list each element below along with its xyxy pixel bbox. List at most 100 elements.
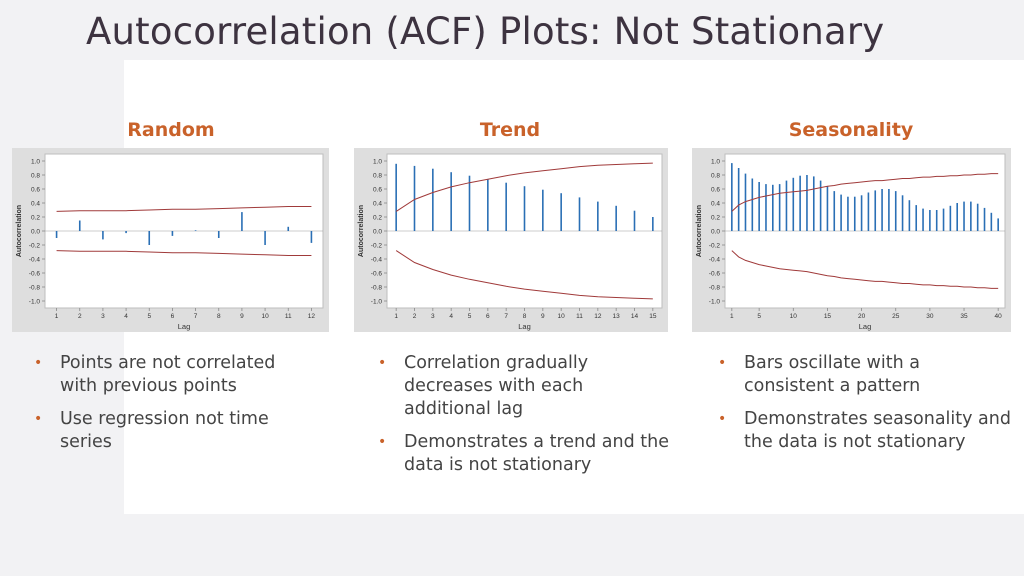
lower-significance-limit <box>395 250 653 300</box>
y-tick-label: 0.4 <box>711 201 720 208</box>
y-axis-label: Autocorrelation <box>358 205 365 257</box>
bullet-item: • Points are not correlated with previous… <box>28 352 318 398</box>
bullet-text: Correlation gradually decreases with eac… <box>404 353 589 419</box>
bullet-item: • Bars oscillate with a consistent a patt… <box>712 352 1012 398</box>
x-tick-label: 5 <box>468 313 472 320</box>
slide-title: Autocorrelation (ACF) Plots: Not Station… <box>86 10 885 53</box>
x-tick-label: 12 <box>594 313 602 320</box>
bullet-dot-icon: • <box>34 355 43 371</box>
bullets-seasonality: • Bars oscillate with a consistent a patt… <box>712 352 1012 464</box>
acf-chart-trend: 1.0 0.8 0.6 0.4 0.2 0.0 -0.2 -0.4 -0.6 -0.8 -1.0 1 2… <box>354 148 668 332</box>
y-tick-label: -1.0 <box>29 299 41 306</box>
bullet-item: • Demonstrates seasonality and the data i… <box>712 408 1012 454</box>
y-tick-label: -1.0 <box>709 299 721 306</box>
upper-significance-limit <box>731 173 999 212</box>
x-tick-label: 6 <box>171 313 175 320</box>
y-tick-label: -0.6 <box>29 271 41 278</box>
y-tick-label: -0.2 <box>709 243 721 250</box>
x-tick-label: 2 <box>78 313 82 320</box>
y-tick-label: 0.8 <box>711 173 720 180</box>
y-tick-label: 0.4 <box>31 201 40 208</box>
y-tick-label: 0.2 <box>711 215 720 222</box>
y-tick-label: -0.2 <box>29 243 41 250</box>
y-tick-label: 0.2 <box>31 215 40 222</box>
bullet-text: Bars oscillate with a consistent a patte… <box>744 353 921 396</box>
bullet-dot-icon: • <box>378 434 387 450</box>
y-tick-label: 0.8 <box>31 173 40 180</box>
y-tick-label: 0.0 <box>31 229 40 236</box>
x-tick-label: 5 <box>147 313 151 320</box>
acf-chart-seasonality-svg: 1.00.80.60.40.20.0-0.2-0.4-0.6-0.8-1.01 5… <box>696 153 1006 331</box>
y-tick-label: -0.2 <box>371 243 383 250</box>
y-tick-label: 0.0 <box>711 229 720 236</box>
x-tick-label: 14 <box>631 313 639 320</box>
x-tick-label: 1 <box>730 313 734 320</box>
x-tick-label: 15 <box>649 313 657 320</box>
x-tick-label: 35 <box>960 313 968 320</box>
x-tick-label: 10 <box>790 313 798 320</box>
upper-significance-limit <box>56 206 312 212</box>
x-tick-label: 6 <box>486 313 490 320</box>
bullet-item: • Demonstrates a trend and the data is no… <box>372 431 672 477</box>
bullet-dot-icon: • <box>34 411 43 427</box>
bullet-text: Demonstrates seasonality and the data is… <box>744 409 1011 452</box>
x-axis-label: Lag <box>518 322 531 331</box>
heading-seasonality: Seasonality <box>788 119 914 141</box>
y-tick-label: 0.4 <box>373 201 382 208</box>
x-tick-label: 11 <box>576 313 583 320</box>
x-tick-label: 5 <box>757 313 761 320</box>
y-tick-label: 0.2 <box>373 215 382 222</box>
bullet-text: Use regression not time series <box>60 409 269 452</box>
x-tick-label: 7 <box>194 313 198 320</box>
y-tick-label: 0.6 <box>711 187 720 194</box>
x-tick-label: 10 <box>261 313 269 320</box>
y-tick-label: -0.8 <box>371 285 383 292</box>
bullet-dot-icon: • <box>718 411 727 427</box>
x-axis-label: Lag <box>859 322 872 331</box>
x-tick-label: 20 <box>858 313 866 320</box>
y-tick-label: -0.6 <box>709 271 721 278</box>
x-tick-label: 25 <box>892 313 900 320</box>
x-tick-label: 4 <box>449 313 453 320</box>
y-tick-label: -0.8 <box>709 285 721 292</box>
y-tick-label: 0.6 <box>373 187 382 194</box>
acf-chart-random-svg: 1.00.80.60.40.20.0-0.2-0.4-0.6-0.8-1.01 2… <box>16 153 324 331</box>
x-tick-label: 8 <box>523 313 527 320</box>
x-tick-label: 1 <box>55 313 59 320</box>
x-tick-label: 9 <box>541 313 545 320</box>
acf-chart-trend-svg: 1.00.80.60.40.20.0-0.2-0.4-0.6-0.8-1.01 2… <box>358 153 663 331</box>
x-tick-label: 2 <box>413 313 417 320</box>
y-tick-label: 0.0 <box>373 229 382 236</box>
bullet-dot-icon: • <box>378 355 387 371</box>
y-tick-label: -1.0 <box>371 299 383 306</box>
x-tick-label: 11 <box>285 313 292 320</box>
bullet-text: Demonstrates a trend and the data is not… <box>404 432 669 475</box>
bullets-trend: • Correlation gradually decreases with ea… <box>372 352 672 487</box>
x-tick-label: 9 <box>240 313 244 320</box>
x-tick-label: 30 <box>926 313 934 320</box>
x-axis-label: Lag <box>178 322 191 331</box>
upper-significance-limit <box>395 162 653 212</box>
y-tick-label: -0.6 <box>371 271 383 278</box>
lower-significance-limit <box>731 250 999 289</box>
x-tick-label: 3 <box>431 313 435 320</box>
x-tick-label: 4 <box>124 313 128 320</box>
lower-significance-limit <box>56 250 312 256</box>
y-tick-label: 1.0 <box>31 159 40 166</box>
y-tick-label: -0.4 <box>29 257 41 264</box>
acf-chart-random: 1.0 0.8 0.6 0.4 0.2 0.0 -0.2 -0.4 -0.6 -0.8 -1.0 1 2… <box>12 148 329 332</box>
bullets-random: • Points are not correlated with previous… <box>28 352 318 464</box>
y-axis-label: Autocorrelation <box>16 205 23 257</box>
x-tick-label: 3 <box>101 313 105 320</box>
heading-trend: Trend <box>479 119 541 141</box>
y-tick-label: -0.4 <box>709 257 721 264</box>
y-tick-label: 0.8 <box>373 173 382 180</box>
y-tick-label: -0.8 <box>29 285 41 292</box>
x-tick-label: 1 <box>394 313 398 320</box>
x-tick-label: 13 <box>613 313 621 320</box>
x-tick-label: 12 <box>308 313 316 320</box>
heading-random: Random <box>127 119 215 141</box>
y-tick-label: 0.6 <box>31 187 40 194</box>
y-tick-label: 1.0 <box>373 159 382 166</box>
x-tick-label: 40 <box>995 313 1003 320</box>
